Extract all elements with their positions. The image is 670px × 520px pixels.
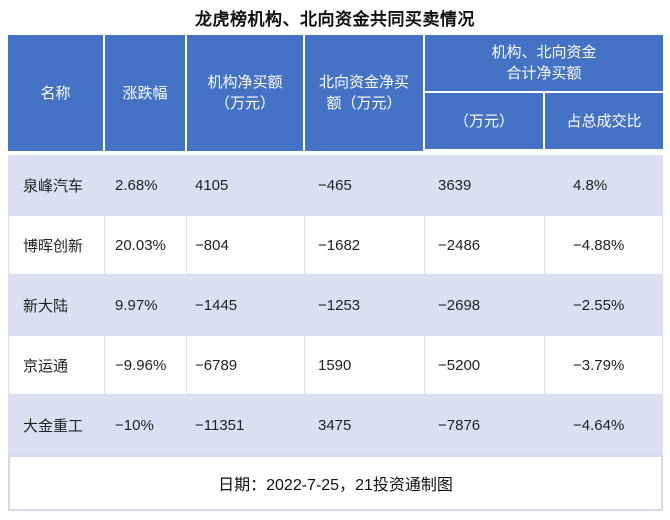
cell-change: −9.96% (105, 335, 187, 395)
table-row: 大金重工 −10% −11351 3475 −7876 −4.64% (8, 395, 663, 455)
cell-change: 20.03% (105, 215, 187, 275)
cell-pct: 4.8% (573, 176, 608, 194)
table-row: 新大陆 9.97% −1445 −1253 −2698 −2.55% (8, 275, 663, 335)
header-cell-change: 涨跌幅 (105, 35, 187, 151)
table-row: 博晖创新 20.03% −804 −1682 −2486 −4.88% (8, 215, 663, 275)
header-cell-combined-pct: 占总成交比 (545, 93, 663, 149)
cell-change: 2.68% (115, 176, 158, 194)
cell-stock-name: 大金重工 (23, 417, 84, 435)
source-note: 日期：2022-7-25，21投资通制图 (218, 477, 453, 494)
cell-total-net: −2486 (425, 215, 545, 275)
cell-stock-name: 新大陆 (23, 297, 69, 315)
header-subrow-combined: （万元） 占总成交比 (425, 93, 663, 149)
cell-pct: −3.79% (573, 356, 625, 374)
cell-north-net: −465 (318, 176, 352, 194)
cell-total-net: −5200 (425, 335, 545, 395)
cell-inst-net: −6789 (187, 335, 305, 395)
cell-pct: −4.64% (573, 416, 625, 434)
cell-stock-name: 京运通 (8, 335, 105, 395)
header-cell-combined-group: 机构、北向资金 合计净买额 (425, 35, 663, 93)
header-group-combined: 机构、北向资金 合计净买额 （万元） 占总成交比 (425, 35, 663, 151)
table-header: 名称 涨跌幅 机构净买额 （万元） 北向资金净买 额（万元） 机构、北向资金 合… (8, 35, 663, 151)
cell-stock-name: 泉峰汽车 (23, 177, 84, 195)
cell-change: 9.97% (115, 296, 158, 314)
cell-north-net: −1682 (305, 215, 425, 275)
header-cell-north-net-buy: 北向资金净买 额（万元） (305, 35, 425, 151)
cell-inst-net: 4105 (195, 176, 229, 194)
cell-total-net: −7876 (438, 416, 481, 434)
cell-pct: −2.55% (573, 296, 625, 314)
table-row: 泉峰汽车 2.68% 4105 −465 3639 4.8% (8, 155, 663, 215)
cell-pct: −4.88% (573, 236, 625, 254)
header-cell-name: 名称 (8, 35, 105, 151)
table-footer: 日期：2022-7-25，21投资通制图 (8, 455, 663, 511)
page-title: 龙虎榜机构、北向资金共同买卖情况 (195, 10, 475, 29)
cell-north-net: −1253 (318, 296, 361, 314)
data-table: 名称 涨跌幅 机构净买额 （万元） 北向资金净买 额（万元） 机构、北向资金 合… (8, 35, 663, 511)
table-body: 泉峰汽车 2.68% 4105 −465 3639 4.8% 博晖创新 20.0… (8, 155, 663, 455)
cell-change: −10% (115, 416, 154, 434)
header-cell-inst-net-buy: 机构净买额 （万元） (187, 35, 305, 151)
table-row: 京运通 −9.96% −6789 1590 −5200 −3.79% (8, 335, 663, 395)
cell-inst-net: −1445 (195, 296, 238, 314)
cell-total-net: −2698 (438, 296, 481, 314)
cell-inst-net: −804 (187, 215, 305, 275)
cell-inst-net: −11351 (195, 416, 245, 434)
cell-stock-name: 博晖创新 (8, 215, 105, 275)
cell-total-net: 3639 (438, 176, 472, 194)
header-cell-combined-amount: （万元） (425, 93, 545, 149)
cell-north-net: 3475 (318, 416, 352, 434)
cell-north-net: 1590 (305, 335, 425, 395)
